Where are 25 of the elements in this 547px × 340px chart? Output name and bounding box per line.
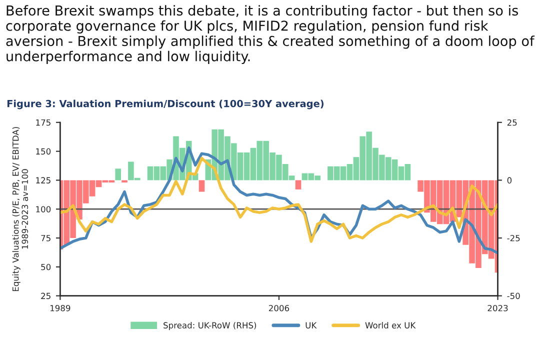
y-tick-label: 100 [36, 206, 51, 212]
y-tick-label: 50 [41, 264, 51, 270]
x-tick-label: 1989 [50, 304, 70, 312]
y2-tick-label: 0 [507, 177, 512, 184]
y2-tick-label: -50 [507, 292, 520, 300]
chart-title: Figure 3: Valuation Premium/Discount (100=30Y average) [7, 100, 324, 110]
y-tick-label: 150 [36, 148, 51, 155]
bar [122, 180, 128, 183]
y-axis-title: Equity Valuations (P/E, P/B, EV/ EBITDA) 1989-2023 av=100 [12, 127, 28, 292]
bar [295, 180, 302, 190]
y2-tick-label: -25 [507, 234, 520, 242]
y-tick-label: 125 [36, 177, 50, 184]
legend-label: Spread: UK-RoW (RHS) [164, 322, 256, 330]
legend-label: World ex UK [365, 322, 416, 328]
text: Before Brexit swamps this debate, it is a contributing factor - but then so is corporate governance for UK plcs, MIFID2 regulation, pension fund risk aversion - Brexit simply amplified this & created something of a doom loop of underperformance and low liquidity. [6, 5, 535, 64]
y2-tick-label: 25 [507, 119, 517, 126]
y-tick-label: 25 [41, 292, 50, 300]
bar [198, 180, 205, 192]
legend-label: UK [306, 322, 317, 328]
x-tick-label: 2006 [268, 304, 290, 312]
line-series [60, 156, 498, 243]
bar [115, 168, 121, 180]
y-tick-label: 75 [41, 235, 50, 242]
x-tick-label: 2023 [488, 304, 508, 312]
y-tick-label: 175 [36, 119, 50, 126]
